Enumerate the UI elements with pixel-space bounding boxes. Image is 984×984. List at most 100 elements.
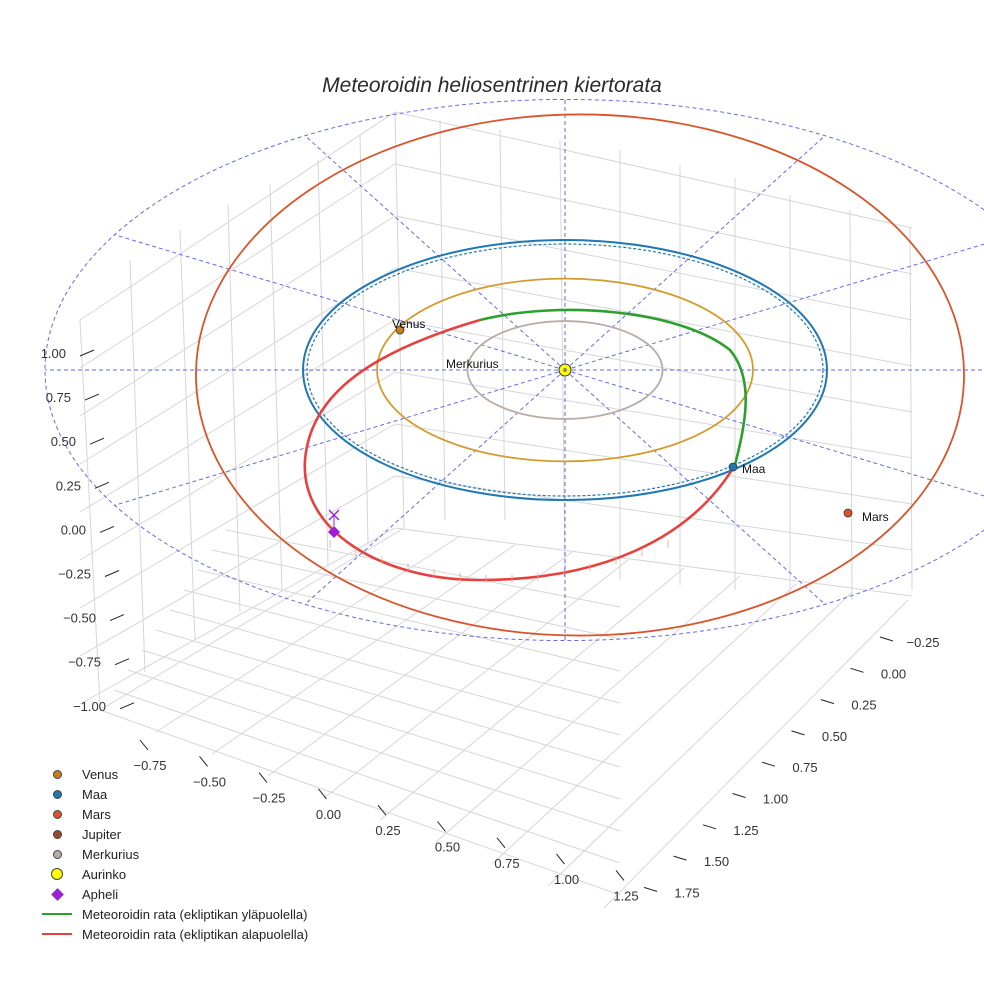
grid-line bbox=[113, 689, 621, 864]
z-axis-tick-label: 1.00 bbox=[41, 346, 66, 361]
legend-marker bbox=[52, 809, 62, 819]
point-venus bbox=[395, 325, 405, 335]
grid-line bbox=[79, 319, 396, 513]
grid-line bbox=[99, 709, 621, 896]
legend-label: Merkurius bbox=[82, 846, 140, 862]
legend-label: Mars bbox=[82, 806, 111, 822]
grid-line bbox=[394, 371, 913, 459]
legend-symbol bbox=[40, 844, 74, 864]
grid-line bbox=[435, 575, 741, 843]
chart-title: Meteoroidin heliosentrinen kiertorata bbox=[322, 74, 662, 97]
grid-line bbox=[183, 589, 621, 704]
y-axis-tick bbox=[879, 636, 894, 642]
grid-line bbox=[129, 259, 146, 673]
z-axis-tick-label: −1.00 bbox=[73, 699, 106, 714]
x-axis-tick-label: 1.25 bbox=[613, 888, 638, 903]
meteoroid-trajectory bbox=[303, 308, 747, 583]
point-maa bbox=[728, 462, 738, 472]
y-axis-tick bbox=[732, 793, 746, 798]
reference-spoke bbox=[564, 243, 984, 371]
z-axis-tick-label: 0.00 bbox=[61, 522, 86, 537]
legend-marker bbox=[52, 769, 62, 779]
x-axis-tick bbox=[496, 837, 506, 849]
legend-item[interactable]: Apheli bbox=[40, 884, 308, 904]
grid-line bbox=[79, 423, 396, 609]
grid-line bbox=[394, 527, 913, 597]
legend-marker bbox=[52, 849, 62, 859]
y-axis-tick bbox=[820, 699, 835, 705]
grid-line bbox=[169, 609, 621, 736]
legend-label: Meteoroidin rata (ekliptikan yläpuolella… bbox=[82, 906, 308, 922]
x-axis-tick-label: −0.50 bbox=[193, 774, 226, 789]
legend-item[interactable]: Maa bbox=[40, 784, 308, 804]
y-axis-tick bbox=[702, 824, 717, 830]
axes-grid bbox=[79, 111, 913, 909]
grid-line bbox=[849, 209, 853, 601]
point-label-mars: Mars bbox=[862, 510, 889, 524]
y-axis-tick bbox=[673, 855, 687, 861]
legend-marker bbox=[52, 829, 62, 839]
grid-line bbox=[211, 549, 621, 640]
legend-label: Venus bbox=[82, 766, 119, 782]
legend: Venus Maa Mars Jupiter Merkurius Aurinko Aphel… bbox=[40, 764, 308, 944]
grid-line bbox=[909, 227, 913, 591]
legend-symbol bbox=[40, 884, 74, 904]
point-label-venus: Venus bbox=[392, 317, 425, 331]
grid-line bbox=[394, 215, 913, 321]
legend-label: Apheli bbox=[82, 886, 119, 902]
legend-symbol bbox=[40, 784, 74, 804]
y-axis-tick bbox=[643, 886, 658, 892]
y-axis-tick-label: 1.50 bbox=[704, 854, 729, 869]
x-axis-tick-label: 1.00 bbox=[554, 872, 579, 887]
legend-marker bbox=[50, 887, 64, 901]
trajectory-below bbox=[303, 318, 737, 582]
x-axis-tick-label: −0.25 bbox=[253, 791, 286, 806]
legend-item[interactable]: Jupiter bbox=[40, 824, 308, 844]
legend-marker bbox=[42, 913, 72, 915]
grid-line bbox=[439, 119, 446, 521]
legend-symbol bbox=[40, 904, 74, 924]
legend-label: Meteoroidin rata (ekliptikan alapuolella… bbox=[82, 926, 309, 942]
point-label-merkurius: Merkurius bbox=[446, 357, 499, 371]
z-axis-tick-label: −0.75 bbox=[68, 655, 101, 670]
x-axis-tick bbox=[139, 739, 149, 751]
grid-line bbox=[394, 163, 913, 275]
grid-line bbox=[379, 567, 685, 821]
x-axis-tick-label: 0.75 bbox=[494, 856, 519, 871]
legend-item[interactable]: Aurinko bbox=[40, 864, 308, 884]
grid-line bbox=[227, 204, 241, 613]
grid-line bbox=[79, 215, 396, 417]
legend-item[interactable]: Merkurius bbox=[40, 844, 308, 864]
x-axis-tick bbox=[556, 853, 565, 865]
point-label-maa: Maa bbox=[742, 462, 766, 476]
legend-symbol bbox=[40, 924, 74, 944]
x-axis-tick bbox=[437, 821, 446, 832]
legend-symbol bbox=[40, 804, 74, 824]
orbit-maa-ecliptic bbox=[306, 243, 824, 497]
x-axis-tick bbox=[318, 788, 327, 800]
legend-label: Aurinko bbox=[82, 866, 127, 882]
y-axis-tick-label: −0.25 bbox=[907, 635, 940, 650]
legend-marker bbox=[42, 933, 72, 935]
z-axis-tick bbox=[104, 570, 120, 577]
grid-line bbox=[394, 111, 405, 529]
legend-item[interactable]: Mars bbox=[40, 804, 308, 824]
grid-line bbox=[394, 475, 913, 551]
x-axis-tick bbox=[377, 804, 387, 816]
x-axis-tick bbox=[615, 870, 625, 881]
z-axis-tick-label: −0.50 bbox=[63, 611, 96, 626]
grid-line bbox=[79, 475, 396, 657]
legend-item[interactable]: Venus bbox=[40, 764, 308, 784]
legend-item[interactable]: Meteoroidin rata (ekliptikan alapuolella… bbox=[40, 924, 308, 944]
legend-marker bbox=[51, 868, 63, 880]
z-axis-tick bbox=[109, 614, 125, 622]
z-axis-tick bbox=[99, 525, 115, 533]
reference-spoke bbox=[564, 369, 826, 605]
grid-line bbox=[141, 649, 621, 800]
legend-item[interactable]: Meteoroidin rata (ekliptikan yläpuolella… bbox=[40, 904, 308, 924]
y-axis-tick bbox=[791, 730, 805, 736]
z-axis-tick bbox=[79, 349, 95, 357]
y-axis-tick-label: 1.25 bbox=[733, 823, 758, 838]
point-mars bbox=[843, 508, 853, 518]
planet-orbits bbox=[195, 113, 965, 637]
